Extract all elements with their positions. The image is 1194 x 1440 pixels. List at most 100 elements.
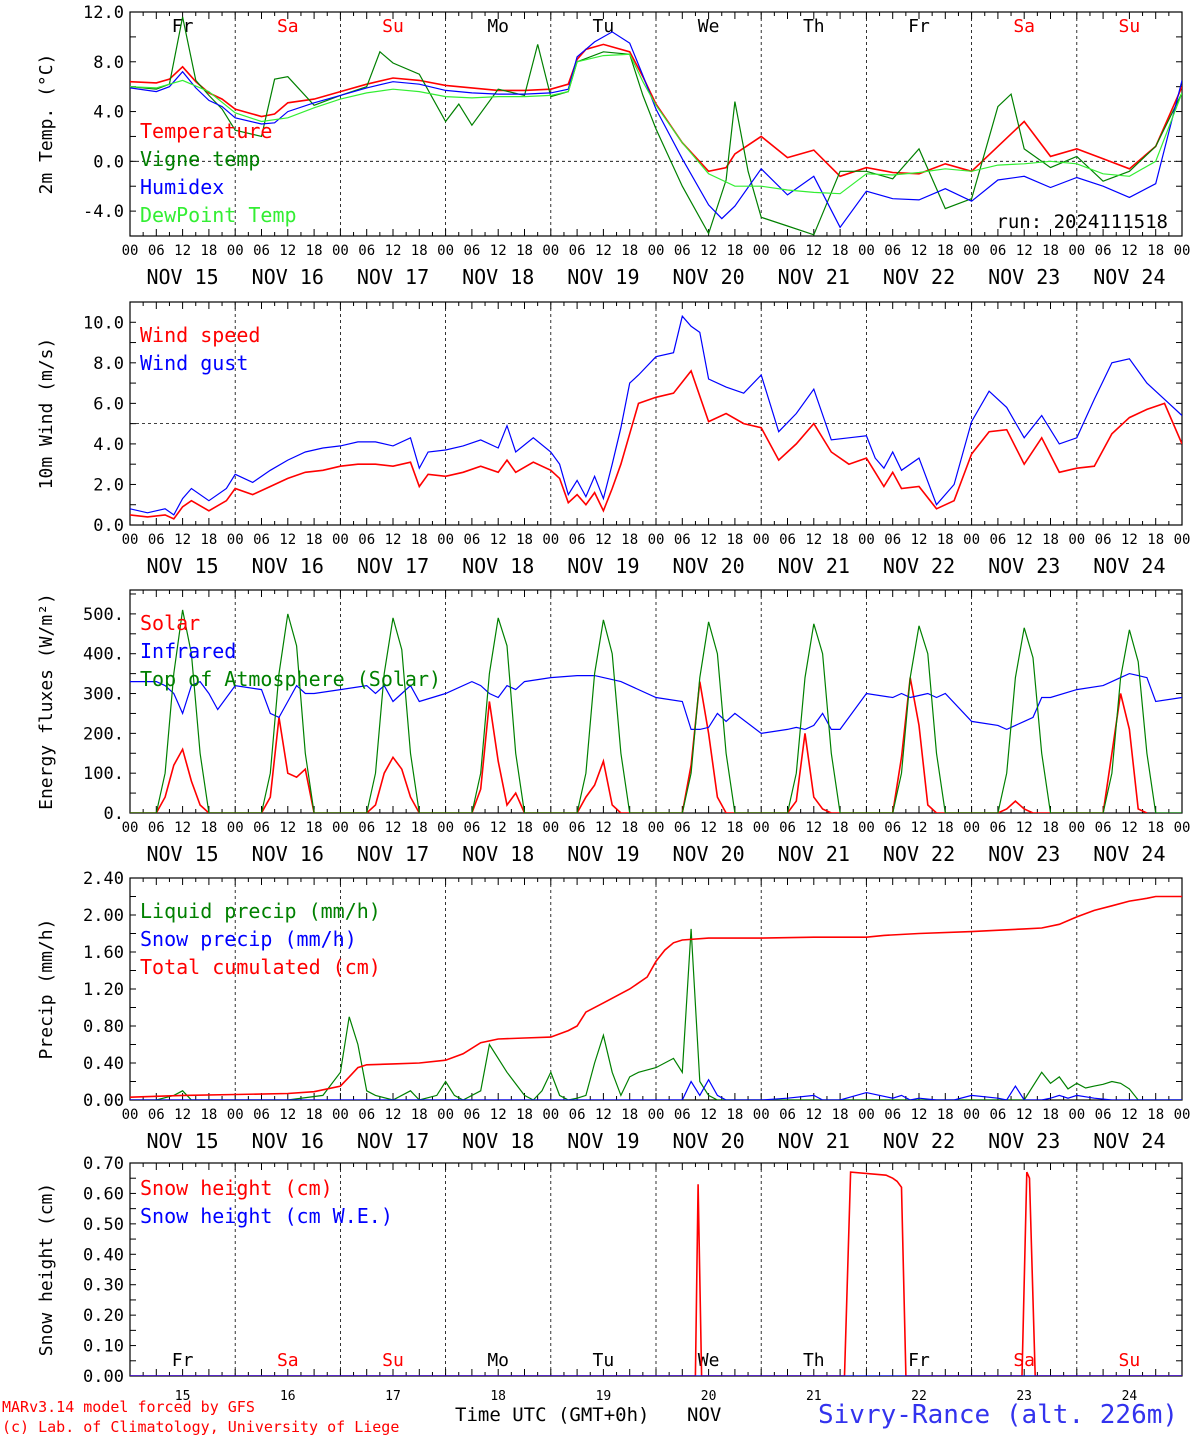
hour-label: 18: [306, 532, 323, 548]
y-tick-label: 2.00: [83, 906, 124, 926]
legend-entry: Wind speed: [140, 323, 260, 347]
y-tick-label: 10.0: [83, 313, 124, 333]
hour-label: 18: [1042, 243, 1059, 259]
hour-label: 12: [805, 243, 822, 259]
hour-label: 00: [648, 820, 665, 836]
y-tick-label: 1.60: [83, 943, 124, 963]
hour-label: 12: [805, 532, 822, 548]
hour-label: 06: [674, 532, 691, 548]
hour-label: 00: [858, 532, 875, 548]
hour-label: 00: [227, 1107, 244, 1123]
y-tick-label: 100.: [83, 764, 124, 784]
day-label: NOV 20: [672, 265, 744, 289]
hour-label: 06: [989, 243, 1006, 259]
hour-label: 00: [1068, 532, 1085, 548]
hour-label: 06: [989, 820, 1006, 836]
day-number-label: 24: [1122, 1389, 1138, 1404]
day-label: NOV 17: [357, 842, 429, 866]
day-label: NOV 15: [146, 554, 218, 578]
day-label: NOV 23: [988, 265, 1060, 289]
series-line-dewpoint-temp: [130, 53, 1182, 195]
hour-label: 06: [463, 532, 480, 548]
hour-label: 18: [726, 820, 743, 836]
hour-label: 00: [858, 820, 875, 836]
hour-label: 12: [595, 1107, 612, 1123]
hour-label: 18: [306, 1107, 323, 1123]
hour-label: 12: [279, 1107, 296, 1123]
y-tick-label: 0.30: [83, 1276, 124, 1296]
hour-label: 18: [411, 820, 428, 836]
legend-entry: Vigne temp: [140, 147, 260, 171]
hour-label: 12: [490, 532, 507, 548]
series-line-vigne-temp: [130, 16, 1182, 236]
hour-label: 00: [1174, 243, 1191, 259]
hour-label: 06: [253, 532, 270, 548]
day-label: NOV 22: [883, 265, 955, 289]
day-label: NOV 17: [357, 1129, 429, 1153]
hour-label: 12: [700, 532, 717, 548]
day-label: NOV 18: [462, 265, 534, 289]
day-number-label: 17: [385, 1389, 401, 1404]
hour-label: 06: [989, 1107, 1006, 1123]
hour-label: 06: [569, 243, 586, 259]
day-number-label: 22: [911, 1389, 927, 1404]
hour-label: 06: [569, 532, 586, 548]
hour-label: 00: [227, 820, 244, 836]
hour-label: 00: [437, 532, 454, 548]
hour-label: 06: [569, 1107, 586, 1123]
y-axis-label: Precip (mm/h): [36, 919, 57, 1060]
y-tick-label: 4.0: [93, 435, 124, 455]
panel-snow: 0.00 0.10 0.20 0.30 0.40 0.50 0.60 0.70 Snow hei…: [36, 1154, 1183, 1404]
hour-label: 12: [385, 820, 402, 836]
hour-label: 00: [648, 1107, 665, 1123]
y-tick-label: 0.60: [83, 1184, 124, 1204]
hour-label: 00: [332, 820, 349, 836]
hour-label: 18: [516, 820, 533, 836]
hour-label: 18: [516, 532, 533, 548]
hour-label: 12: [700, 1107, 717, 1123]
hour-label: 18: [200, 1107, 217, 1123]
y-tick-label: -4.0: [83, 202, 124, 222]
day-label: NOV 21: [778, 1129, 850, 1153]
hour-label: 12: [700, 243, 717, 259]
day-label: NOV 23: [988, 554, 1060, 578]
legend-entry: Solar: [140, 611, 200, 635]
weekday-label: Fr: [172, 1350, 194, 1371]
hour-label: 06: [569, 820, 586, 836]
day-label: NOV 24: [1093, 554, 1165, 578]
day-label: NOV 18: [462, 554, 534, 578]
day-label: NOV 21: [778, 842, 850, 866]
hour-label: 00: [963, 820, 980, 836]
day-label: NOV 15: [146, 842, 218, 866]
hour-label: 06: [1095, 243, 1112, 259]
day-label: NOV 21: [778, 554, 850, 578]
hour-label: 06: [884, 1107, 901, 1123]
hour-label: 12: [911, 243, 928, 259]
series-line-top-of-atmosphere-solar-: [130, 609, 1182, 813]
weekday-label: Su: [1119, 16, 1141, 37]
day-label: NOV 18: [462, 842, 534, 866]
x-axis-title: Time UTC (GMT+0h): [455, 1404, 650, 1426]
day-label: NOV 19: [567, 554, 639, 578]
hour-label: 06: [358, 243, 375, 259]
hour-label: 00: [122, 243, 139, 259]
hour-label: 00: [1174, 532, 1191, 548]
y-tick-label: 0.40: [83, 1054, 124, 1074]
y-tick-label: 500.: [83, 605, 124, 625]
hour-label: 12: [700, 820, 717, 836]
hour-label: 18: [306, 243, 323, 259]
y-tick-label: 12.0: [83, 3, 124, 23]
hour-label: 06: [989, 532, 1006, 548]
day-label: NOV 19: [567, 265, 639, 289]
hour-label: 06: [358, 1107, 375, 1123]
weekday-label: Sa: [277, 1350, 299, 1371]
hour-label: 18: [937, 532, 954, 548]
hour-label: 12: [385, 243, 402, 259]
weekday-label: We: [698, 1350, 720, 1371]
day-label: NOV 23: [988, 842, 1060, 866]
panel-wind: 0.0 2.0 4.0 6.0 8.0 10.0 10m Wind (m/s) 00 06 12 1…: [36, 301, 1191, 578]
hour-label: 06: [779, 532, 796, 548]
hour-label: 00: [122, 820, 139, 836]
hour-label: 00: [648, 532, 665, 548]
weekday-label: Mo: [487, 1350, 509, 1371]
